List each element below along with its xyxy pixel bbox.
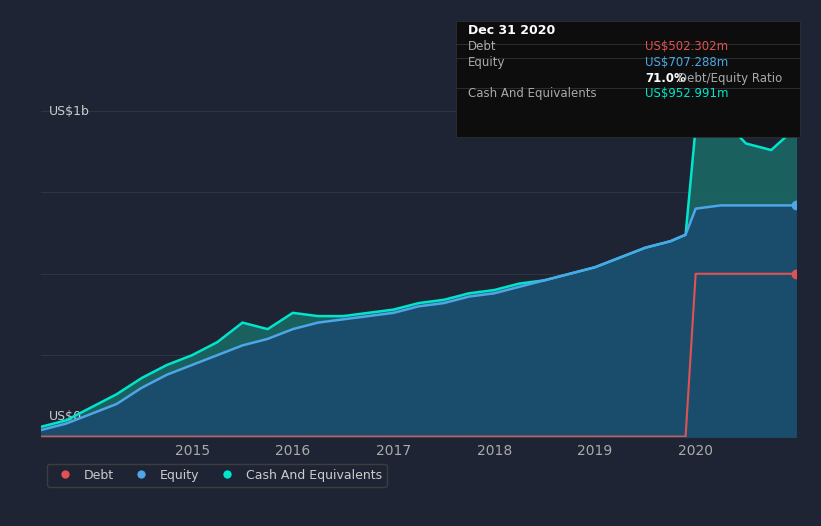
Text: US$1b: US$1b: [48, 105, 89, 118]
Text: US$0: US$0: [48, 410, 82, 423]
Text: 71.0%: 71.0%: [645, 72, 686, 85]
Text: Equity: Equity: [468, 56, 506, 69]
Text: Debt/Equity Ratio: Debt/Equity Ratio: [678, 72, 782, 85]
Legend: Debt, Equity, Cash And Equivalents: Debt, Equity, Cash And Equivalents: [48, 464, 387, 487]
Text: US$707.288m: US$707.288m: [645, 56, 728, 69]
Text: Cash And Equivalents: Cash And Equivalents: [468, 87, 597, 100]
Text: US$502.302m: US$502.302m: [645, 40, 728, 53]
Text: US$952.991m: US$952.991m: [645, 87, 729, 100]
Text: Debt: Debt: [468, 40, 497, 53]
Text: Dec 31 2020: Dec 31 2020: [468, 24, 555, 37]
